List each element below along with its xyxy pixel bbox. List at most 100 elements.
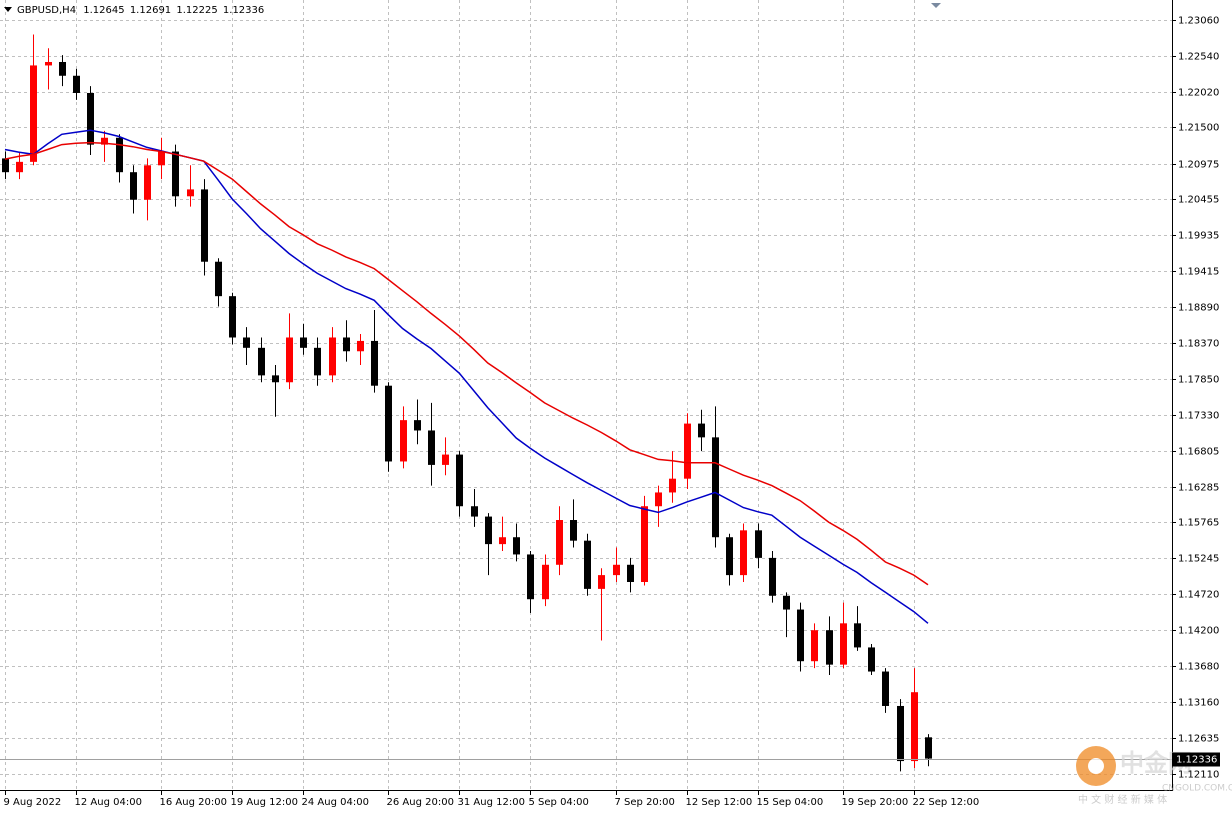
watermark-slogan: 中 文 财 经 新 媒 体 <box>1078 793 1167 806</box>
candle-body <box>485 516 492 545</box>
candle-body <box>229 296 236 338</box>
candle-body <box>542 564 549 600</box>
high-value: 1.12691 <box>130 5 171 16</box>
candle-body <box>613 564 620 576</box>
candle-body <box>357 340 364 352</box>
shift-marker <box>931 3 941 8</box>
candle-body <box>882 671 889 706</box>
candle-body <box>627 564 634 582</box>
candle-body <box>314 347 321 376</box>
candle-body <box>471 506 478 517</box>
y-tick-label: 1.17330 <box>1178 411 1219 422</box>
x-tick-label: 15 Sep 04:00 <box>757 797 824 808</box>
candle-body <box>59 61 66 76</box>
x-tick-label: 5 Sep 04:00 <box>529 797 589 808</box>
candle-body <box>669 478 676 493</box>
y-tick-label: 1.16285 <box>1178 483 1219 494</box>
candle-body <box>329 337 336 376</box>
candle-body <box>897 705 904 762</box>
x-tick-label: 19 Sep 20:00 <box>842 797 909 808</box>
y-tick-label: 1.13680 <box>1178 662 1219 673</box>
y-tick-label: 1.16805 <box>1178 447 1219 458</box>
candle-body <box>456 454 463 507</box>
candle-body <box>130 172 137 200</box>
y-tick-label: 1.22540 <box>1178 52 1219 63</box>
candle-body <box>400 420 407 462</box>
candle-body <box>698 423 705 438</box>
moving-average <box>4 129 929 624</box>
candle-body <box>16 161 23 173</box>
candle-body <box>172 151 179 197</box>
y-tick-label: 1.20975 <box>1178 160 1219 171</box>
chart-header: GBPUSD,H4 1.12645 1.12691 1.12225 1.1233… <box>17 5 264 16</box>
y-tick-label: 1.23060 <box>1178 16 1219 27</box>
candle-body <box>442 454 449 465</box>
x-tick-label: 12 Sep 12:00 <box>686 797 753 808</box>
candle-body <box>371 340 378 386</box>
x-tick-label: 26 Aug 20:00 <box>387 797 454 808</box>
axis: 1.23060 1.22540 1.22020 1.21500 1.20975 1.204… <box>4 16 1220 808</box>
candle-body <box>144 165 151 200</box>
candle-body <box>215 261 222 297</box>
open-value: 1.12645 <box>83 5 124 16</box>
x-tick-label: 16 Aug 20:00 <box>160 797 227 808</box>
candle-body <box>868 647 875 672</box>
candle-body <box>513 537 520 555</box>
y-tick-label: 1.17850 <box>1178 375 1219 386</box>
x-tick-label: 9 Aug 2022 <box>4 797 62 808</box>
y-tick-label: 1.15245 <box>1178 554 1219 565</box>
current-price-box <box>1172 752 1220 767</box>
y-tick-label: 1.21500 <box>1178 123 1219 134</box>
x-tick-label: 22 Sep 12:00 <box>913 797 980 808</box>
candle-body <box>272 375 279 383</box>
y-tick-label: 1.18890 <box>1178 303 1219 314</box>
y-tick-label: 1.13160 <box>1178 698 1219 709</box>
candle-body <box>158 151 165 166</box>
moving-average <box>4 141 929 586</box>
plot <box>0 34 1172 772</box>
candle-body <box>811 630 818 662</box>
candle-body <box>783 595 790 610</box>
candle-body <box>116 137 123 173</box>
x-tick-label: 24 Aug 04:00 <box>302 797 369 808</box>
candle-body <box>300 337 307 348</box>
candle-body <box>911 692 918 762</box>
watermark-domain: CNGOLD.COM.CN <box>1162 784 1232 794</box>
candle-body <box>2 158 9 173</box>
candle-body <box>726 537 733 576</box>
y-tick-label: 1.18370 <box>1178 339 1219 350</box>
candle-body <box>385 385 392 462</box>
candle-body <box>73 75 80 93</box>
y-tick-label: 1.15765 <box>1178 518 1219 529</box>
x-tick-label: 31 Aug 12:00 <box>458 797 525 808</box>
candle-body <box>556 520 563 565</box>
candle-body <box>826 630 833 665</box>
candle-body <box>684 423 691 479</box>
candle-body <box>30 65 37 162</box>
candle-body <box>641 506 648 582</box>
y-tick-label: 1.12635 <box>1178 734 1219 745</box>
candle-body <box>343 337 350 352</box>
x-tick-label: 19 Aug 12:00 <box>231 797 298 808</box>
candle-body <box>854 623 861 648</box>
y-tick-label: 1.20455 <box>1178 195 1219 206</box>
menu-arrow[interactable] <box>4 7 12 12</box>
candle-body <box>598 575 605 589</box>
candle-body <box>797 609 804 662</box>
candle-body <box>414 420 421 431</box>
candle-body <box>243 337 250 348</box>
candle-body <box>286 337 293 383</box>
x-tick-label: 12 Aug 04:00 <box>75 797 142 808</box>
candle-body <box>755 530 762 558</box>
symbol: GBPUSD,H4 <box>17 5 76 16</box>
y-tick-label: 1.22020 <box>1178 88 1219 99</box>
y-tick-label: 1.19935 <box>1178 231 1219 242</box>
candle-body <box>740 530 747 576</box>
y-tick-label: 1.12110 <box>1178 770 1219 781</box>
candle-body <box>570 520 577 541</box>
watermark-logo-inner <box>1088 758 1104 774</box>
y-tick-label: 1.14720 <box>1178 590 1219 601</box>
candle-body <box>201 189 208 262</box>
candle-body <box>101 137 108 145</box>
